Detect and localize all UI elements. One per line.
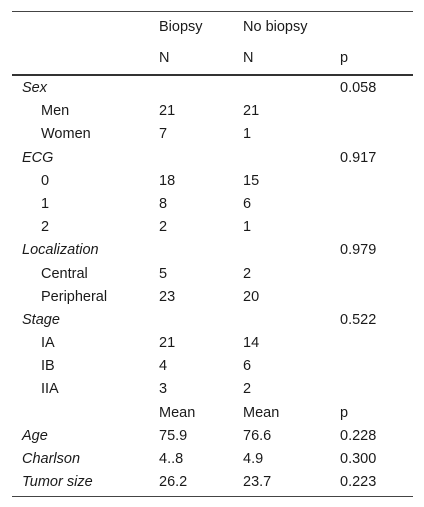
cell-biopsy: 21 [159, 103, 176, 120]
table-row: 1 8 6 [12, 193, 413, 216]
cell-no-biopsy: 2 [243, 265, 252, 282]
cell-biopsy: 18 [159, 172, 176, 189]
table-row: Central 5 2 [12, 263, 413, 286]
cell-biopsy: 4 [159, 358, 168, 375]
header-row-groups: Biopsy No biopsy [12, 12, 413, 42]
cell-p: 0.522 [340, 311, 377, 328]
row-label: Age [22, 427, 48, 444]
table-row: Women 7 1 [12, 123, 413, 146]
cell-biopsy: 26.2 [159, 474, 188, 491]
cell-p: 0.917 [340, 149, 377, 166]
table-row: Men 21 21 [12, 100, 413, 123]
cell-p: 0.058 [340, 80, 377, 96]
cell-p: 0.979 [340, 242, 377, 259]
cell-biopsy: 8 [159, 195, 168, 212]
cell-no-biopsy: 4.9 [243, 451, 264, 467]
row-label: 0 [41, 172, 50, 189]
table-row: Stage 0.522 [12, 309, 413, 332]
header-n-biopsy: N [159, 50, 170, 66]
row-label: Tumor size [22, 474, 93, 491]
cell-p: 0.300 [340, 451, 377, 467]
row-label: Men [41, 103, 70, 120]
table-row: Peripheral 23 20 [12, 286, 413, 309]
cell-biopsy: 23 [159, 288, 176, 305]
cell-biopsy: 21 [159, 335, 176, 352]
row-label: IB [41, 358, 55, 375]
table-row: ECG 0.917 [12, 147, 413, 170]
cell-biopsy: 3 [159, 381, 168, 398]
table-row: 0 18 15 [12, 170, 413, 193]
table-row: Age 75.9 76.6 0.228 [12, 425, 413, 448]
cell-no-biopsy: 1 [243, 219, 252, 236]
cell-biopsy: Mean [159, 404, 196, 421]
row-label: 1 [41, 195, 50, 212]
row-label: Stage [22, 311, 60, 328]
table-row: IIA 3 2 [12, 378, 413, 401]
cell-no-biopsy: 1 [243, 126, 252, 143]
table-row: 2 2 1 [12, 216, 413, 239]
row-label: Central [41, 265, 88, 282]
table-row: Mean Mean p [12, 402, 413, 425]
row-label: Sex [22, 80, 47, 96]
cell-no-biopsy: 6 [243, 358, 252, 375]
row-label: ECG [22, 149, 54, 166]
row-label: Peripheral [41, 288, 108, 305]
cell-no-biopsy: Mean [243, 404, 280, 421]
table-body: Sex 0.058 Men 21 21 Women 7 1 ECG 0.917 0 18 15 1 8 6 2 2… [12, 76, 413, 496]
cell-no-biopsy: 76.6 [243, 427, 272, 444]
row-label: Charlson [22, 451, 81, 467]
cell-biopsy: 5 [159, 265, 168, 282]
cell-biopsy: 4..8 [159, 451, 184, 467]
header-n-no-biopsy: N [243, 50, 254, 66]
row-label: Women [41, 126, 91, 143]
cell-p: p [340, 404, 349, 421]
cell-p: 0.223 [340, 474, 377, 491]
table-row: IB 4 6 [12, 355, 413, 378]
comparison-table: Biopsy No biopsy N N p Sex 0.058 Men 21 21 Wo… [12, 11, 413, 498]
cell-biopsy: 2 [159, 219, 168, 236]
table-row: IA 21 14 [12, 332, 413, 355]
table-row: Charlson 4..8 4.9 0.300 [12, 448, 413, 471]
cell-no-biopsy: 15 [243, 172, 260, 189]
table-row: Localization 0.979 [12, 239, 413, 262]
table-row: Tumor size 26.2 23.7 0.223 [12, 471, 413, 494]
header-no-biopsy: No biopsy [243, 19, 308, 35]
header-biopsy: Biopsy [159, 19, 203, 35]
cell-no-biopsy: 6 [243, 195, 252, 212]
header-p: p [340, 50, 349, 66]
header-row-stats: N N p [12, 42, 413, 76]
cell-biopsy: 7 [159, 126, 168, 143]
row-label: IA [41, 335, 55, 352]
cell-no-biopsy: 20 [243, 288, 260, 305]
row-label: 2 [41, 219, 50, 236]
table-row: Sex 0.058 [12, 77, 413, 100]
row-label: IIA [41, 381, 59, 398]
row-label: Localization [22, 242, 99, 259]
cell-no-biopsy: 23.7 [243, 474, 272, 491]
cell-p: 0.228 [340, 427, 377, 444]
cell-no-biopsy: 14 [243, 335, 260, 352]
cell-no-biopsy: 21 [243, 103, 260, 120]
cell-biopsy: 75.9 [159, 427, 188, 444]
cell-no-biopsy: 2 [243, 381, 252, 398]
